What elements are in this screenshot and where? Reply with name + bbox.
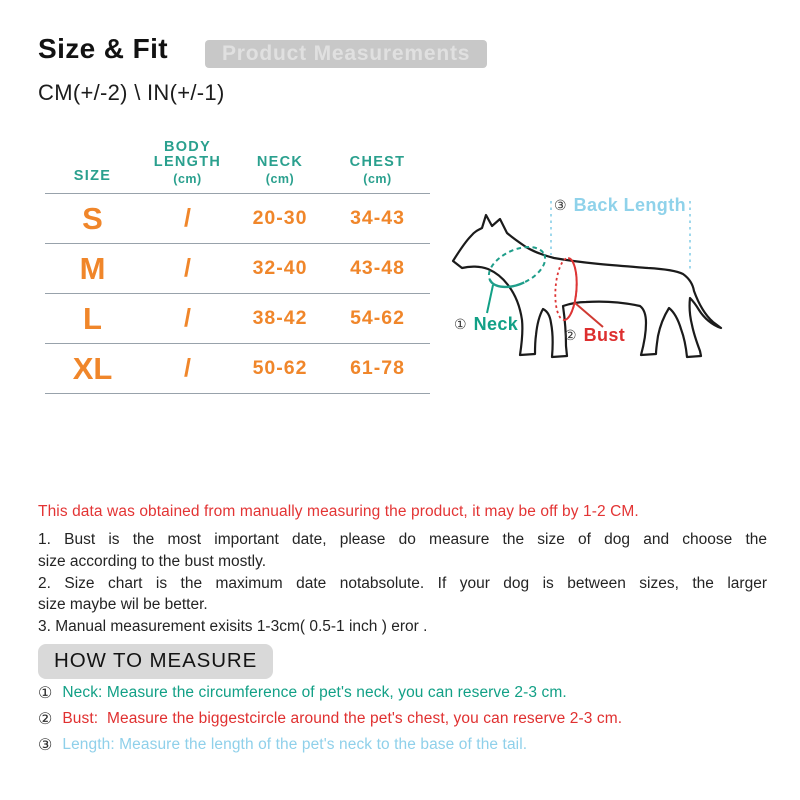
size-cell: L <box>83 300 102 336</box>
neck-label: ① Neck <box>454 314 519 334</box>
measure-step-length: ③ Length: Measure the length of the pet'… <box>38 736 528 754</box>
note-line: 1. Bust is the most important date, plea… <box>38 531 767 548</box>
note-line: size according to the bust mostly. <box>38 552 267 570</box>
size-cell: XL <box>72 350 113 386</box>
body-length-cell: / <box>184 254 191 282</box>
bust-measure-ellipse <box>554 257 578 321</box>
table-row: L / 38-42 54-62 <box>45 294 430 344</box>
back-length-label: ③ Back Length <box>554 195 686 215</box>
circled-1-icon: ① <box>454 316 467 332</box>
how-to-measure-heading: HOW TO MEASURE <box>38 644 274 679</box>
circled-3-icon: ③ <box>38 737 53 754</box>
dog-measurement-diagram: ③ Back Length ① Neck ② Bust <box>440 185 800 405</box>
neck-cell: 20-30 <box>252 207 308 229</box>
neck-cell: 32-40 <box>252 257 308 279</box>
table-row: XL / 50-62 61-78 <box>45 344 430 394</box>
measure-step-neck: ① Neck: Measure the circumference of pet… <box>38 684 567 702</box>
chest-cell: 43-48 <box>350 257 405 279</box>
col-header-neck: NECK (cm) <box>256 154 304 187</box>
tolerance-note: CM(+/-2) \ IN(+/-1) <box>38 80 225 105</box>
measurement-disclaimer: This data was obtained from manually mea… <box>38 503 639 520</box>
size-cell: M <box>79 250 106 286</box>
size-table: SIZE BODY LENGTH (cm) NECK (cm) CHEST (c… <box>45 136 430 394</box>
dog-body-outline <box>451 213 723 359</box>
body-length-cell: / <box>184 354 191 382</box>
chest-cell: 61-78 <box>350 357 405 379</box>
table-row: S / 20-30 34-43 <box>45 194 430 244</box>
note-line: 3. Manual measurement exisits 1-3cm( 0.5… <box>38 618 428 636</box>
size-table-header: SIZE BODY LENGTH (cm) NECK (cm) CHEST (c… <box>45 136 430 194</box>
notes-list: 1. Bust is the most important date, plea… <box>38 529 767 638</box>
body-length-cell: / <box>184 204 191 232</box>
bust-label: ② Bust <box>564 325 626 345</box>
how-to-measure-steps: ① Neck: Measure the circumference of pet… <box>38 680 778 758</box>
table-row: M / 32-40 43-48 <box>45 244 430 294</box>
chest-cell: 34-43 <box>350 207 405 229</box>
dog-outline-illustration <box>451 201 723 359</box>
note-line: size maybe wil be better. <box>38 596 208 614</box>
circled-3-icon: ③ <box>554 197 567 213</box>
body-length-cell: / <box>184 304 191 332</box>
neck-cell: 38-42 <box>252 307 308 329</box>
circled-2-icon: ② <box>564 327 577 343</box>
circled-1-icon: ① <box>38 685 53 702</box>
col-header-body-length: BODY LENGTH (cm) <box>153 139 222 187</box>
chest-cell: 54-62 <box>350 307 405 329</box>
bust-leader-line <box>574 302 604 328</box>
col-header-size: SIZE <box>73 168 112 184</box>
page-title: Size & Fit <box>38 33 169 64</box>
neck-cell: 50-62 <box>252 357 308 379</box>
neck-leader-line <box>486 284 494 314</box>
note-line: 2. Size chart is the maximum date notabs… <box>38 574 767 592</box>
size-cell: S <box>82 200 103 236</box>
measure-step-bust: ② Bust: Measure the biggestcircle around… <box>38 710 623 728</box>
product-measurements-badge: Product Measurements <box>205 40 488 68</box>
circled-2-icon: ② <box>38 711 53 728</box>
col-header-chest: CHEST (cm) <box>349 154 406 187</box>
